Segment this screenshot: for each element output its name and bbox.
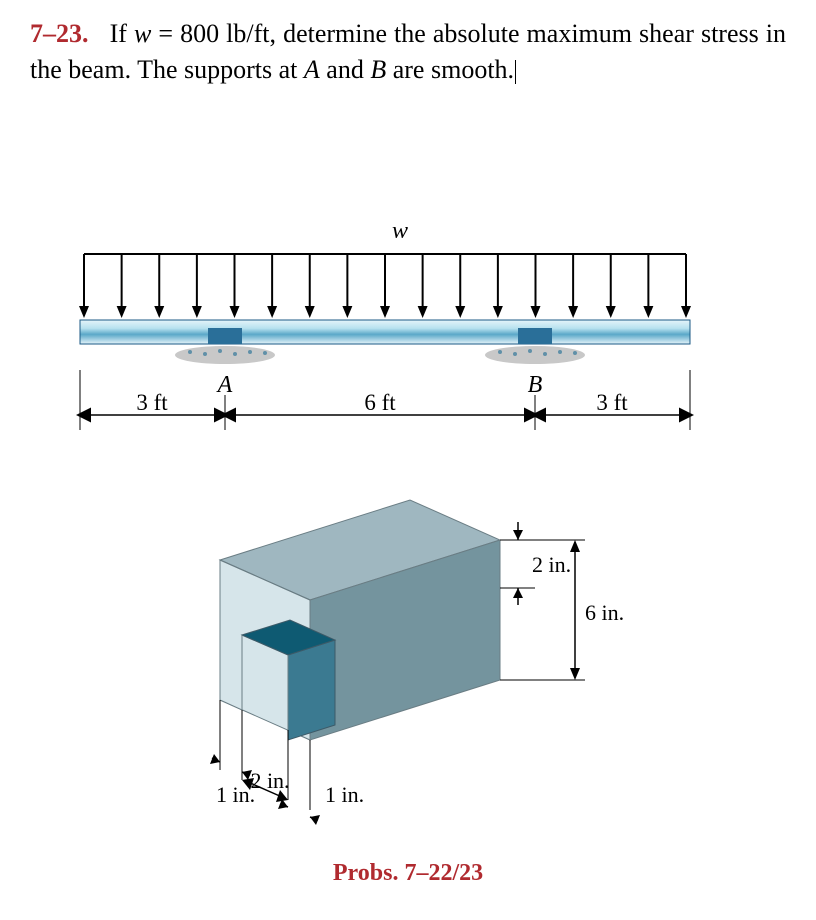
dim-right: 3 ft bbox=[596, 390, 628, 415]
dim-notch: 2 in. bbox=[250, 768, 289, 793]
dim-left: 3 ft bbox=[136, 390, 168, 415]
dim-height: 6 in. bbox=[585, 600, 624, 625]
iso-notch-side bbox=[288, 640, 335, 740]
w-label: w bbox=[392, 220, 408, 244]
label-B: B bbox=[528, 372, 543, 398]
beam-diagram: w bbox=[70, 220, 700, 470]
load-arrows bbox=[79, 254, 691, 318]
dim-mid: 6 ft bbox=[364, 390, 396, 415]
problem-statement: 7–23. If w = 800 lb/ft, determine the ab… bbox=[30, 16, 786, 88]
var-w: w bbox=[134, 19, 151, 48]
text-cursor bbox=[515, 60, 516, 84]
beam-body bbox=[80, 320, 690, 344]
w-value: 800 lb/ft bbox=[180, 19, 269, 48]
section-diagram: 2 in. 6 in. 1 in. 2 in. bbox=[180, 490, 640, 840]
dim-right-web: 1 in. bbox=[325, 782, 364, 807]
point-A: A bbox=[304, 55, 320, 84]
dim-flange: 2 in. bbox=[532, 552, 571, 577]
label-A: A bbox=[216, 372, 233, 398]
point-B: B bbox=[370, 55, 386, 84]
problem-number: 7–23. bbox=[30, 19, 89, 48]
figure-caption: Probs. 7–22/23 bbox=[0, 860, 816, 887]
